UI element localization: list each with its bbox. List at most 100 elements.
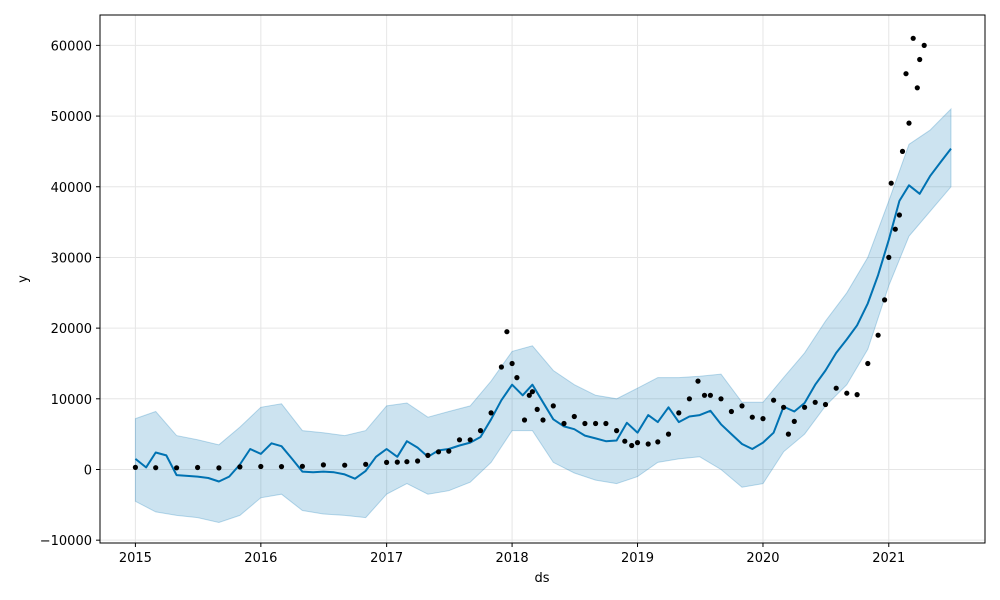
observed-point: [467, 437, 473, 443]
observed-point: [833, 385, 839, 391]
observed-point: [785, 431, 792, 437]
observed-point: [174, 465, 180, 471]
observed-point: [655, 439, 661, 445]
observed-point: [906, 120, 912, 126]
observed-point: [153, 465, 159, 471]
plot-frame: [99, 14, 986, 544]
observed-point: [299, 463, 305, 469]
observed-point: [526, 392, 532, 398]
observed-point: [822, 401, 829, 408]
observed-point: [278, 464, 285, 470]
y-tick-label: 10000: [51, 393, 92, 408]
ticks-layer: 2015 2016 2017 2018 2019 2020 2021 −10000 0 10000…: [40, 39, 906, 566]
x-tick-label: 2017: [370, 551, 403, 566]
observed-point: [645, 441, 651, 447]
observed-point: [435, 449, 442, 455]
observed-point: [571, 413, 577, 420]
y-tick-label: 60000: [51, 39, 92, 54]
observed-point: [686, 396, 693, 402]
observed-point: [614, 428, 620, 434]
observed-point: [514, 375, 520, 381]
observed-point: [781, 404, 787, 410]
y-tick-label: 0: [84, 463, 92, 478]
y-tick-label: 30000: [51, 251, 92, 266]
observed-point: [446, 448, 452, 454]
observed-point: [593, 420, 599, 427]
x-tick-label: 2020: [746, 551, 779, 566]
observed-point: [603, 420, 609, 427]
observed-point: [488, 410, 494, 416]
x-tick-label: 2015: [119, 551, 152, 566]
x-tick-label: 2016: [244, 551, 277, 566]
observed-point: [910, 35, 916, 41]
y-axis-title: y: [16, 275, 31, 283]
observed-point: [415, 458, 421, 464]
observed-point: [914, 85, 920, 91]
observed-point: [342, 462, 348, 468]
observed-point: [425, 452, 431, 458]
observed-point: [363, 461, 369, 467]
observed-point: [921, 42, 927, 49]
observed-point: [404, 459, 410, 465]
observed-point: [892, 226, 898, 232]
y-tick-label: 20000: [51, 322, 92, 337]
forecast-line: [134, 147, 952, 483]
data-layer: [132, 35, 952, 524]
observed-point: [854, 392, 860, 398]
y-tick-label: −10000: [40, 534, 92, 549]
observed-point: [760, 416, 766, 422]
observed-point: [582, 420, 588, 427]
x-axis-title: ds: [534, 571, 549, 586]
observed-point: [701, 392, 708, 398]
observed-point: [791, 418, 797, 424]
observed-point: [477, 428, 484, 434]
observed-point: [237, 464, 243, 470]
observed-point: [534, 406, 540, 412]
observed-point: [718, 396, 724, 402]
observed-point: [707, 392, 714, 398]
observed-point: [875, 332, 881, 338]
observed-point: [540, 417, 546, 423]
observed-point: [504, 329, 510, 335]
x-tick-label: 2018: [496, 551, 529, 566]
observed-point: [550, 403, 556, 409]
observed-point: [917, 56, 923, 63]
observed-point: [676, 410, 682, 416]
observed-point: [622, 438, 628, 444]
observed-point: [865, 360, 871, 367]
observed-point: [802, 404, 808, 410]
observed-point: [844, 390, 850, 396]
observed-point: [320, 462, 326, 468]
y-tick-label: 50000: [51, 110, 92, 125]
observed-point: [629, 442, 635, 449]
observed-point: [749, 414, 755, 420]
observed-point: [394, 459, 400, 465]
observed-point: [665, 431, 672, 437]
observed-point: [634, 440, 641, 446]
observed-point: [695, 378, 701, 384]
uncertainty-band: [134, 107, 952, 524]
observed-point: [896, 212, 903, 218]
observed-point: [195, 464, 201, 471]
observed-point: [529, 389, 536, 395]
y-tick-label: 40000: [51, 181, 92, 196]
observed-point: [258, 463, 264, 470]
observed-point: [739, 403, 745, 409]
observed-point: [812, 399, 818, 405]
x-tick-label: 2021: [872, 551, 905, 566]
observed-point: [561, 420, 567, 427]
observed-point: [132, 464, 138, 470]
observed-point: [888, 180, 894, 186]
grid-layer: [100, 15, 985, 543]
observed-point: [771, 397, 777, 403]
observed-point: [728, 408, 735, 415]
observed-point: [899, 148, 906, 154]
observed-point: [886, 254, 892, 260]
observed-point: [521, 417, 528, 423]
observed-point: [384, 459, 390, 465]
observed-point: [498, 364, 504, 370]
observed-point: [882, 297, 888, 303]
x-tick-label: 2019: [621, 551, 654, 566]
observed-point: [456, 437, 463, 443]
